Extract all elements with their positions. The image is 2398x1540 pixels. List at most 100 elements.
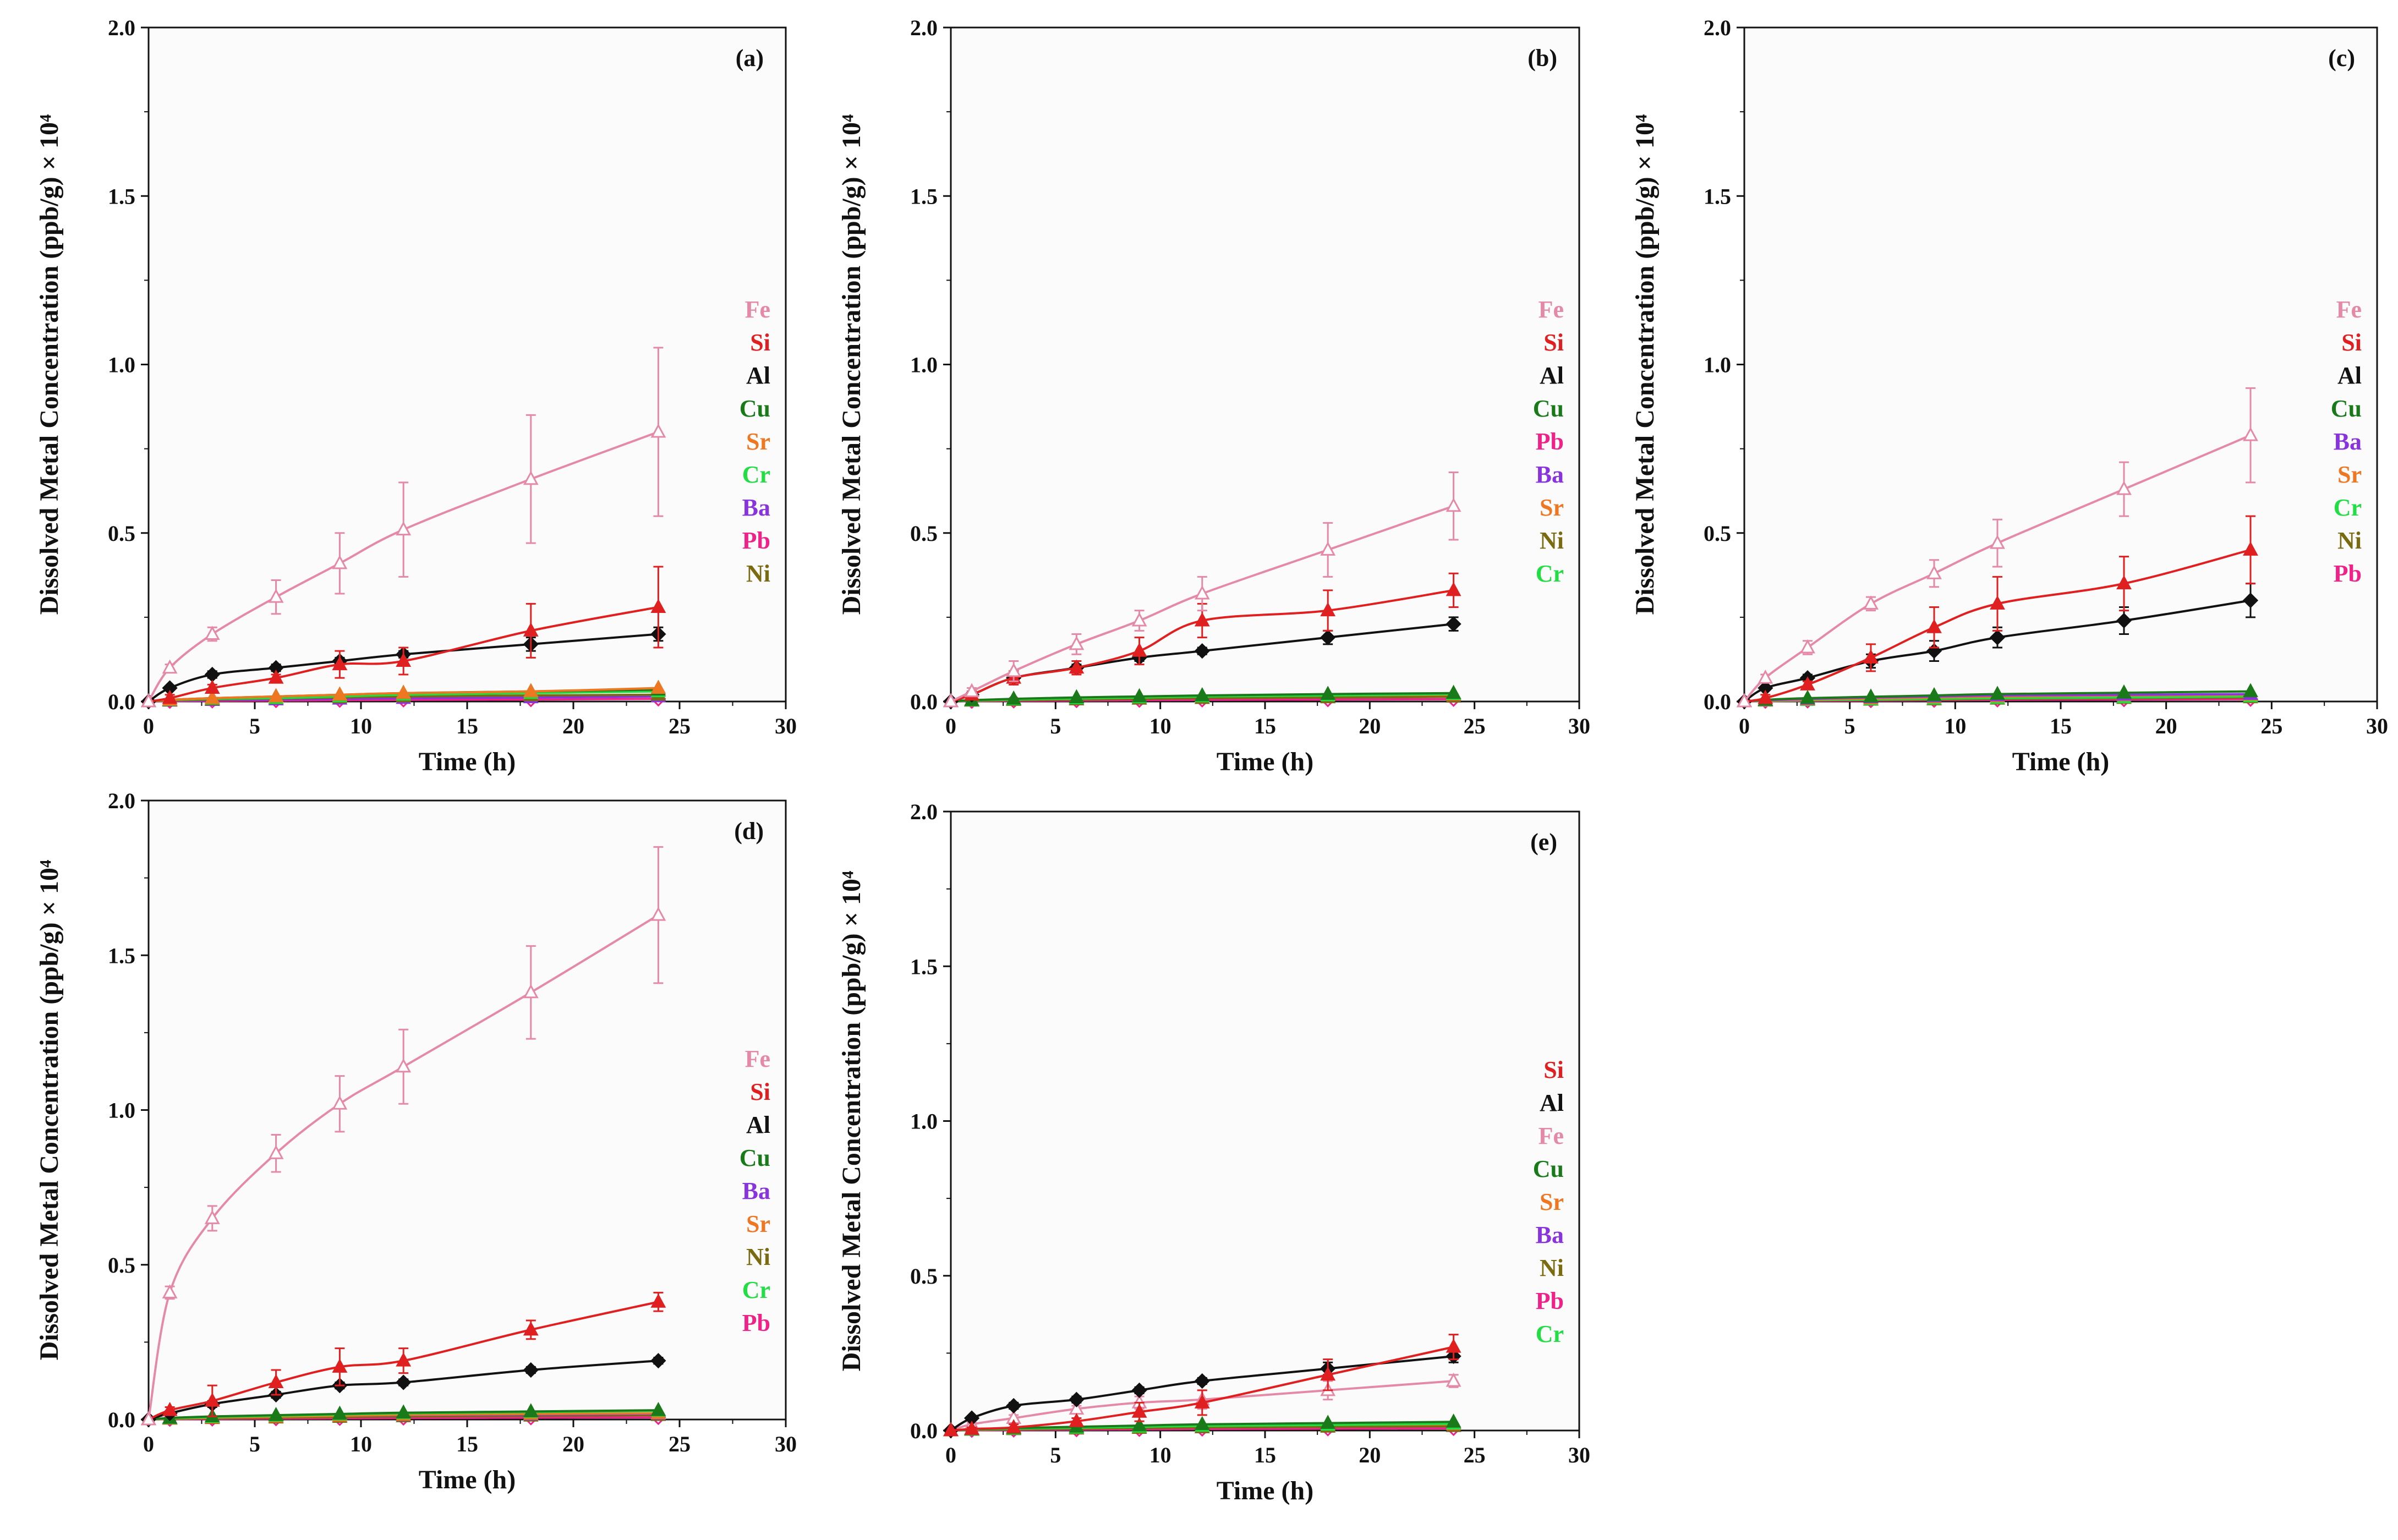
data-point: [1990, 534, 2005, 549]
legend-entry-al: Al: [1540, 362, 1564, 389]
x-tick-label: 15: [1254, 1443, 1276, 1467]
data-point: [204, 1393, 220, 1407]
data-point: [650, 423, 666, 438]
legend-entry-cr: Cr: [1536, 1320, 1564, 1347]
data-point: [1926, 565, 1942, 579]
y-tick-label: 0.5: [108, 1253, 135, 1278]
x-tick-label: 10: [1149, 1443, 1171, 1467]
data-point: [396, 1058, 412, 1073]
data-point: [204, 1210, 220, 1224]
data-point: [650, 599, 666, 613]
data-point: [1989, 629, 2006, 645]
data-point: [332, 686, 348, 701]
x-axis-title: Time (h): [419, 1465, 516, 1494]
legend-entry-pb: Pb: [742, 1309, 770, 1336]
data-point: [268, 1374, 284, 1388]
x-tick-label: 20: [1359, 1443, 1381, 1467]
series-si: [943, 1334, 1461, 1437]
y-axis-title: Dissolved Metal Concentration (ppb/g) × …: [837, 114, 866, 615]
legend-entry-al: Al: [1540, 1089, 1564, 1116]
legend-entry-pb: Pb: [2334, 560, 2362, 587]
series-fe: [943, 472, 1461, 708]
y-tick-label: 2.0: [910, 15, 938, 40]
x-axis-title: Time (h): [419, 747, 516, 776]
x-tick-label: 10: [1944, 714, 1966, 738]
data-point: [650, 906, 666, 921]
y-axis-title: Dissolved Metal Concentration (ppb/g) × …: [1630, 114, 1660, 615]
legend-entry-si: Si: [750, 1078, 770, 1105]
data-point: [1131, 1417, 1147, 1432]
y-tick-label: 1.0: [1704, 353, 1731, 377]
data-point: [2243, 426, 2258, 441]
data-point: [1863, 649, 1879, 664]
data-point: [332, 1405, 348, 1420]
data-point: [204, 689, 220, 704]
y-tick-label: 2.0: [108, 15, 135, 40]
data-point: [1194, 1394, 1210, 1409]
data-point: [1069, 1412, 1085, 1427]
y-tick-label: 0.0: [108, 1407, 135, 1432]
legend-entry-si: Si: [750, 329, 770, 356]
data-point: [332, 1095, 348, 1110]
plot-frame: [950, 810, 1580, 1432]
data-point: [268, 669, 284, 684]
data-point: [2243, 541, 2258, 556]
y-tick-label: 1.0: [910, 353, 938, 377]
x-tick-label: 5: [1050, 714, 1061, 738]
legend-entry-cr: Cr: [742, 461, 770, 488]
data-point: [1446, 616, 1461, 632]
data-point: [523, 984, 539, 999]
legend-entry-ba: Ba: [1536, 1221, 1564, 1248]
legend-entry-al: Al: [2337, 362, 2362, 389]
data-point: [1800, 689, 1815, 704]
y-tick-label: 1.5: [910, 184, 938, 209]
panel-label: (a): [736, 45, 764, 72]
legend-entry-fe: Fe: [745, 296, 770, 323]
data-point: [2243, 683, 2258, 698]
data-point: [1194, 1416, 1210, 1431]
y-tick-label: 1.0: [910, 1109, 938, 1134]
legend-entry-cr: Cr: [742, 1276, 770, 1303]
y-tick-label: 0.0: [910, 689, 938, 714]
data-point: [2116, 612, 2132, 629]
data-point: [523, 470, 539, 485]
data-point: [1069, 635, 1085, 650]
data-point: [1131, 1404, 1147, 1418]
data-point: [396, 653, 412, 667]
legend: Fe Si Al Cu Sr Cr Ba Pb Ni: [740, 296, 770, 587]
x-tick-label: 20: [562, 714, 584, 738]
data-point: [268, 688, 284, 703]
legend-entry-pb: Pb: [1536, 1287, 1564, 1314]
x-tick-label: 10: [350, 714, 372, 738]
data-point: [1006, 662, 1022, 677]
x-tick-label: 5: [1844, 714, 1855, 738]
y-tick-label: 0.0: [108, 689, 135, 714]
data-point: [1006, 1419, 1022, 1433]
data-point: [396, 1374, 412, 1390]
legend: Fe Si Al Cu Ba Sr Ni Cr Pb: [740, 1045, 770, 1336]
data-point: [1069, 1391, 1085, 1407]
y-tick-label: 1.0: [108, 1098, 135, 1123]
x-tick-label: 10: [350, 1432, 372, 1456]
legend-entry-sr: Sr: [746, 428, 770, 455]
panel-label: (b): [1528, 45, 1557, 72]
data-point: [523, 683, 539, 698]
x-tick-label: 0: [945, 1443, 956, 1467]
legend-entry-cr: Cr: [1536, 560, 1564, 587]
legend-entry-cr: Cr: [2334, 494, 2362, 521]
y-tick-label: 2.0: [910, 799, 938, 824]
data-point: [332, 555, 348, 569]
x-tick-label: 0: [945, 714, 956, 738]
panel-a: 0 5 10 15 20 25 30 0.0 0.5 1.0 1.5 2.0 Time (h) Disso…: [35, 15, 797, 776]
data-point: [1446, 497, 1461, 512]
x-tick-label: 25: [669, 1432, 691, 1456]
data-point: [162, 1284, 178, 1298]
data-point: [1320, 1415, 1336, 1429]
x-tick-label: 5: [249, 714, 260, 738]
data-point: [1446, 1413, 1461, 1428]
legend-entry-si: Si: [1543, 329, 1564, 356]
y-tick-label: 0.5: [910, 521, 938, 546]
x-tick-label: 5: [1050, 1443, 1061, 1467]
data-point: [2116, 575, 2132, 590]
